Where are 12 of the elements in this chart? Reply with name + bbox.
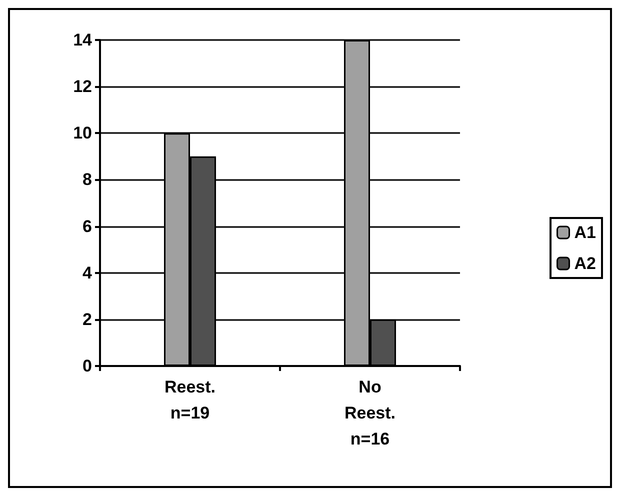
x-tick-label: No Reest. n=16 xyxy=(344,378,396,448)
y-tick-label: 4 xyxy=(82,263,93,282)
legend-label: A1 xyxy=(574,223,596,242)
y-tick-label: 6 xyxy=(82,216,92,236)
x-tick-label: Reest. n=19 xyxy=(164,378,216,422)
y-tick-label: 10 xyxy=(73,124,92,143)
y-tick-label: 14 xyxy=(73,30,93,50)
y-tick-label: 12 xyxy=(73,77,92,96)
y-tick-label: 0 xyxy=(82,356,92,376)
y-tick-label: 8 xyxy=(82,170,92,190)
legend-label: A2 xyxy=(574,254,596,273)
y-tick-label: 2 xyxy=(82,310,92,329)
